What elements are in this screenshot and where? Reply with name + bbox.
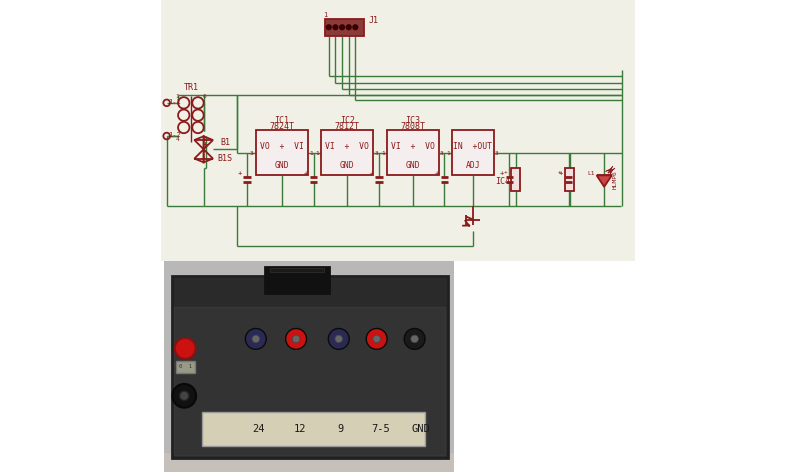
- Bar: [173, 276, 448, 458]
- Circle shape: [335, 335, 342, 343]
- Text: 1: 1: [447, 151, 450, 155]
- Text: 24: 24: [252, 424, 264, 434]
- Text: +: +: [203, 140, 208, 149]
- Text: +: +: [558, 170, 562, 174]
- Text: GND: GND: [412, 424, 430, 434]
- Bar: [511, 168, 521, 191]
- Text: +: +: [237, 170, 242, 176]
- Bar: [256, 130, 308, 175]
- Text: 12: 12: [294, 424, 306, 434]
- Circle shape: [292, 335, 300, 343]
- Bar: [176, 361, 195, 373]
- Text: +: +: [559, 170, 564, 176]
- Text: 7808T: 7808T: [400, 122, 425, 131]
- Text: IC2: IC2: [340, 117, 355, 125]
- Bar: [201, 412, 425, 446]
- Circle shape: [373, 335, 380, 343]
- Text: 1: 1: [381, 151, 384, 155]
- Text: VI  +  VO: VI + VO: [391, 142, 435, 151]
- Text: 3: 3: [495, 151, 498, 155]
- Text: +: +: [504, 170, 508, 174]
- Bar: [322, 130, 373, 175]
- Circle shape: [245, 328, 266, 349]
- Text: 5: 5: [203, 137, 206, 142]
- Text: IC1: IC1: [275, 117, 290, 125]
- Circle shape: [173, 384, 196, 408]
- Circle shape: [366, 328, 387, 349]
- Bar: [387, 130, 439, 175]
- Text: 0  1: 0 1: [178, 365, 192, 369]
- Text: ADJ: ADJ: [466, 161, 480, 170]
- Circle shape: [333, 25, 338, 30]
- Text: IC3: IC3: [405, 117, 420, 125]
- Bar: [265, 267, 330, 293]
- Circle shape: [411, 335, 419, 343]
- Polygon shape: [597, 175, 612, 187]
- Text: 9: 9: [337, 424, 343, 434]
- Text: GND: GND: [275, 161, 289, 170]
- Text: J1: J1: [368, 16, 378, 25]
- Text: VO  +  VI: VO + VI: [260, 142, 304, 151]
- Text: 1: 1: [324, 12, 328, 18]
- Text: 6: 6: [203, 94, 206, 99]
- Text: +: +: [304, 170, 308, 176]
- Circle shape: [286, 328, 306, 349]
- Bar: [452, 130, 494, 175]
- Text: 1: 1: [315, 151, 319, 155]
- Text: 1: 1: [309, 151, 313, 155]
- Text: 7-5: 7-5: [371, 424, 390, 434]
- Text: 7812T: 7812T: [335, 122, 360, 131]
- Circle shape: [326, 25, 331, 30]
- Circle shape: [346, 25, 351, 30]
- Text: 1-2: 1-2: [168, 132, 181, 138]
- Circle shape: [340, 25, 345, 30]
- Circle shape: [353, 25, 357, 30]
- Text: IC4: IC4: [495, 177, 510, 185]
- Text: 1: 1: [176, 94, 179, 99]
- Bar: [164, 261, 454, 472]
- Text: 7824T: 7824T: [269, 122, 295, 131]
- Text: 3: 3: [374, 151, 378, 155]
- Bar: [161, 0, 635, 261]
- Text: 1-1: 1-1: [168, 99, 181, 105]
- Circle shape: [404, 328, 425, 349]
- Text: IN  +OUT: IN +OUT: [454, 142, 493, 151]
- Text: 3: 3: [439, 151, 443, 155]
- Text: HLMP6: HLMP6: [613, 170, 618, 189]
- Text: VI  +  VO: VI + VO: [326, 142, 369, 151]
- Text: 4: 4: [176, 137, 179, 142]
- Bar: [326, 19, 365, 36]
- Text: L1: L1: [587, 171, 595, 175]
- Text: +: +: [369, 170, 373, 176]
- Circle shape: [179, 391, 189, 401]
- Bar: [565, 168, 575, 191]
- Text: 3: 3: [250, 151, 254, 155]
- Circle shape: [175, 338, 196, 359]
- Text: GND: GND: [340, 161, 354, 170]
- Text: GND: GND: [405, 161, 420, 170]
- Text: TR1: TR1: [183, 83, 198, 91]
- Text: B1S: B1S: [217, 155, 232, 163]
- Text: +: +: [435, 170, 439, 176]
- Circle shape: [252, 335, 259, 343]
- Text: B1: B1: [220, 138, 230, 146]
- Bar: [174, 307, 446, 455]
- Text: +: +: [500, 170, 504, 176]
- Bar: [164, 453, 454, 472]
- Circle shape: [328, 328, 349, 349]
- Bar: [270, 268, 325, 272]
